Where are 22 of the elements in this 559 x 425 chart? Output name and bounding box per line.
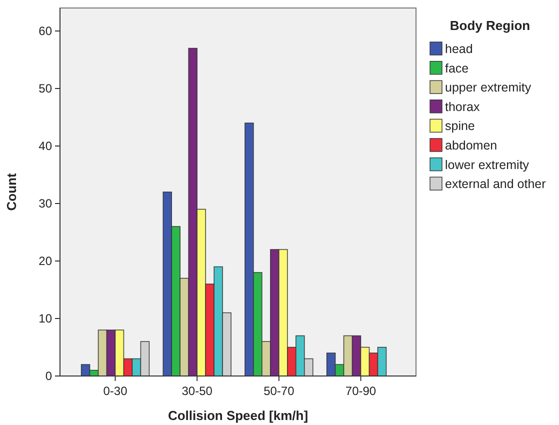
x-axis-title: Collision Speed [km/h] xyxy=(168,408,308,423)
x-tick-label: 50-70 xyxy=(264,384,295,398)
y-tick-label: 40 xyxy=(38,139,52,154)
legend-label: thorax xyxy=(445,100,480,114)
y-tick-label: 60 xyxy=(38,24,52,38)
legend-label: lower extremity xyxy=(445,158,530,172)
y-tick-label: 0 xyxy=(45,369,52,384)
y-axis-title: Count xyxy=(4,172,19,211)
x-tick-label: 30-50 xyxy=(182,384,213,398)
legend-label: spine xyxy=(445,119,475,134)
legend-label: abdomen xyxy=(445,138,498,152)
y-tick-label: 20 xyxy=(38,254,52,268)
legend-label: external and other xyxy=(445,177,546,192)
x-tick-label: 0-30 xyxy=(103,384,128,398)
legend-label: face xyxy=(445,61,469,76)
y-tick-label: 50 xyxy=(38,82,52,96)
y-tick-label: 30 xyxy=(38,196,52,211)
x-tick-label: 70-90 xyxy=(345,384,376,398)
legend-label: upper extremity xyxy=(445,80,532,95)
y-tick-label: 10 xyxy=(38,312,52,326)
legend-label: head xyxy=(445,42,473,56)
legend-title: Body Region xyxy=(450,18,530,33)
